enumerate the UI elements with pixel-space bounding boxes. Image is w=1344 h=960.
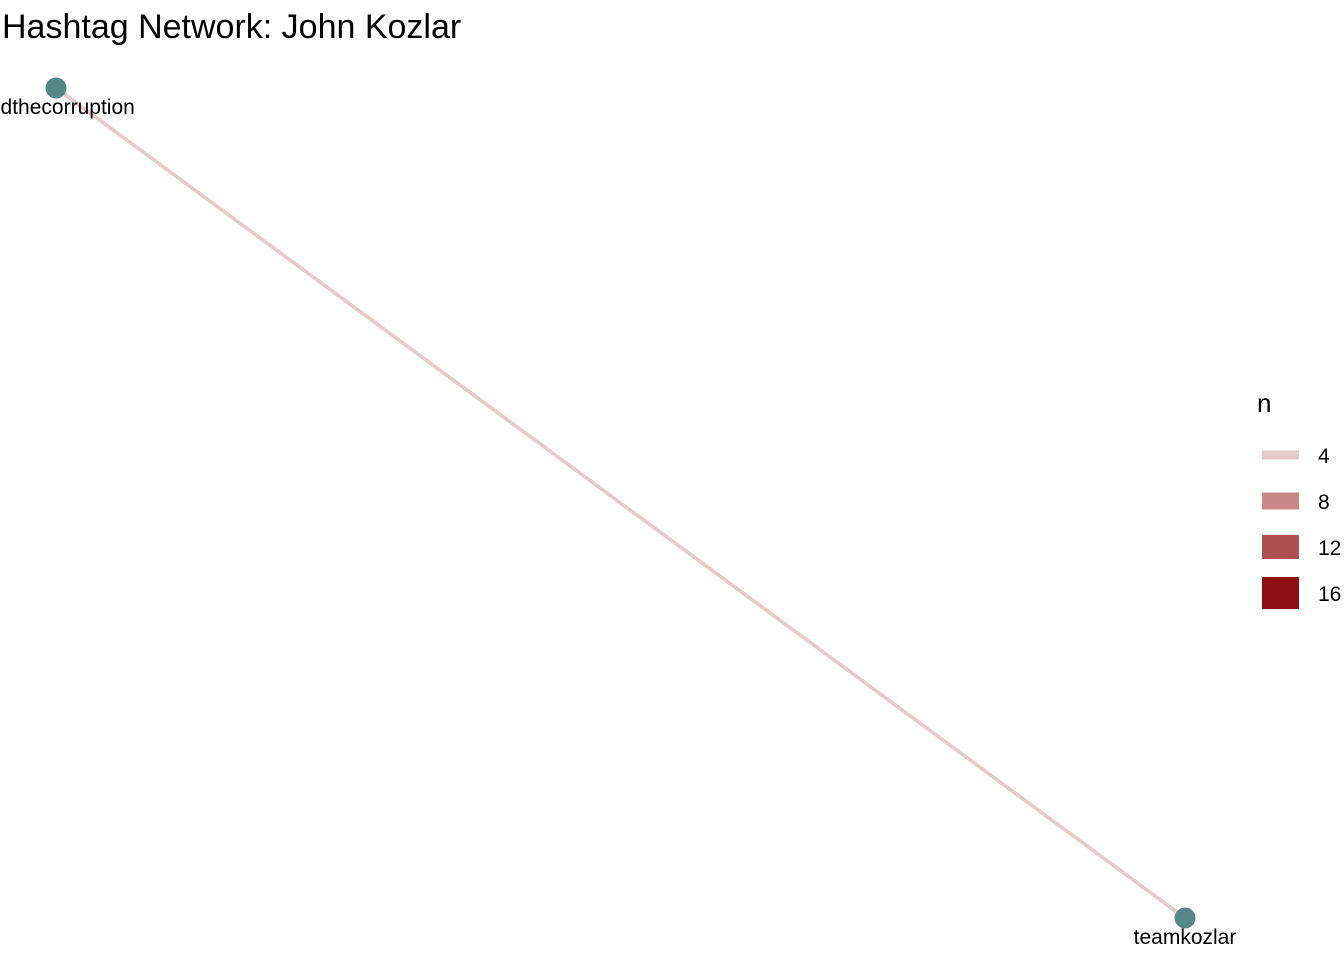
node-label-teamkozlar: teamkozlar	[1134, 926, 1237, 949]
chart-title: Hashtag Network: John Kozlar	[2, 8, 461, 46]
legend-key-12	[1262, 535, 1299, 559]
network-node-labels: endthecorruption teamkozlar	[0, 96, 1236, 949]
legend-key-8	[1262, 492, 1299, 510]
legend-title: n	[1257, 388, 1271, 418]
legend-label-16: 16	[1318, 583, 1341, 606]
edge-endthecorruption-teamkozlar	[54, 86, 1187, 920]
node-teamkozlar	[1174, 907, 1196, 929]
legend-key-4	[1262, 450, 1299, 460]
legend-label-4: 4	[1318, 445, 1330, 468]
legend-items: 4 8 12 16	[1262, 445, 1341, 609]
legend-key-16	[1262, 577, 1299, 609]
network-nodes	[45, 77, 1196, 929]
node-label-endthecorruption: endthecorruption	[0, 96, 135, 119]
node-endthecorruption	[45, 77, 67, 99]
legend-label-12: 12	[1318, 537, 1341, 560]
network-edges	[54, 86, 1187, 920]
edge-weight-legend: n 4 8 12 16	[1257, 388, 1341, 609]
legend-label-8: 8	[1318, 491, 1330, 514]
